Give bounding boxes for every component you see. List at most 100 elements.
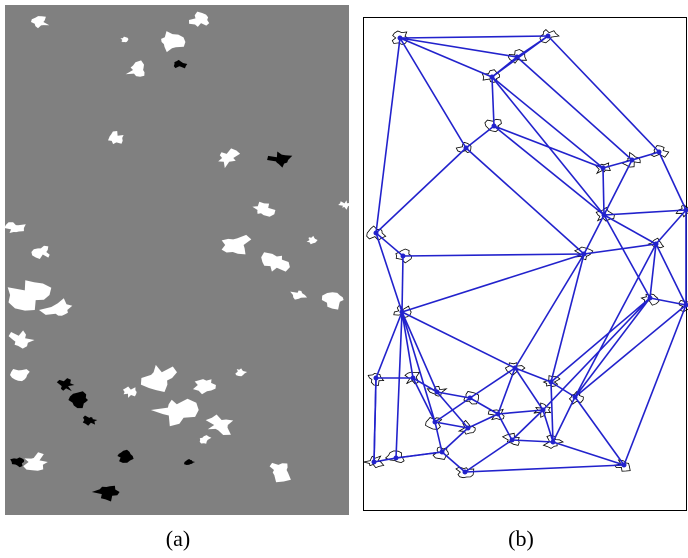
region-outline [484, 118, 502, 133]
graph-edge [623, 304, 687, 466]
graph-edge [658, 151, 687, 211]
graph-node [495, 411, 501, 417]
graph-edge [550, 253, 585, 383]
region-outline [455, 141, 472, 154]
graph-edge [547, 35, 660, 153]
graph-node [410, 375, 416, 381]
graph-node [462, 469, 468, 475]
graph-node [432, 419, 438, 425]
white-region [120, 36, 129, 43]
graph-edge [469, 397, 499, 415]
graph-edge [436, 391, 471, 399]
region-outline [395, 248, 413, 264]
graph-edge [401, 311, 414, 379]
graph-node [467, 395, 473, 401]
panel-a-image [5, 5, 349, 515]
black-region [184, 459, 196, 465]
region-outline [363, 455, 385, 469]
graph-node [653, 241, 659, 247]
black-region [10, 457, 25, 468]
graph-node [463, 145, 469, 151]
graph-edge [583, 214, 605, 255]
graph-node [373, 230, 379, 236]
graph-edge [375, 232, 403, 313]
region-outline [367, 372, 385, 386]
white-region [269, 462, 291, 483]
white-region [205, 414, 234, 435]
graph-edge [497, 367, 516, 415]
graph-edge [602, 159, 633, 169]
graph-edge [401, 311, 436, 423]
graph-edge [514, 367, 544, 411]
graph-layer [363, 29, 688, 479]
white-region [150, 398, 199, 427]
graph-edge [399, 35, 549, 39]
white-region [10, 369, 30, 382]
blob-layer [4, 11, 352, 502]
graph-edge [574, 243, 657, 398]
graph-edge [550, 381, 576, 398]
graph-node [393, 455, 399, 461]
graph-node [509, 437, 515, 443]
graph-node [572, 394, 578, 400]
graph-edge [491, 56, 518, 78]
panel-label: (b) [508, 526, 534, 551]
graph-node [656, 149, 662, 155]
region-outline [595, 206, 615, 222]
graph-edge [395, 451, 443, 459]
white-region [221, 234, 252, 255]
graph-edge [465, 147, 585, 255]
white-region [235, 368, 248, 377]
graph-edge [441, 427, 469, 453]
graph-edge [464, 464, 625, 473]
region-outline [542, 375, 561, 387]
graph-edge [434, 421, 443, 453]
graph-node [540, 407, 546, 413]
graph-edge [649, 243, 657, 299]
white-region [199, 435, 212, 444]
graph-edge [603, 209, 687, 216]
white-region [31, 245, 50, 259]
graph-edge [434, 397, 471, 423]
graph-edge [552, 441, 625, 466]
graph-edge [491, 76, 604, 169]
region-outline [621, 151, 641, 168]
graph-edge [516, 56, 633, 161]
graph-edge [375, 147, 467, 234]
region-outline [678, 299, 688, 313]
graph-edge [602, 167, 605, 216]
graph-node [465, 425, 471, 431]
graph-edge [514, 253, 585, 369]
graph-edge [583, 243, 657, 255]
graph-edge [465, 125, 495, 149]
panel-label: (a) [166, 526, 190, 551]
graph-node [514, 54, 520, 60]
white-region [189, 11, 210, 27]
graph-edge [497, 409, 544, 415]
graph-edge [514, 367, 552, 383]
graph-edge [412, 377, 438, 393]
graph-edge [399, 37, 493, 78]
white-region [123, 386, 137, 398]
white-region [321, 292, 344, 310]
graph-edge [550, 297, 651, 383]
black-region [91, 485, 120, 502]
graph-edge [497, 413, 513, 441]
white-region [7, 280, 52, 311]
region-outline [393, 304, 412, 319]
graph-node [491, 123, 497, 129]
graph-edge [552, 396, 576, 443]
black-region [56, 378, 75, 392]
graph-edge [631, 151, 660, 161]
graph-edge [401, 255, 404, 313]
graph-edge [574, 396, 625, 466]
region-outline [640, 293, 660, 306]
white-region [261, 252, 290, 272]
graph-node [512, 365, 518, 371]
graph-edge [412, 377, 436, 423]
white-region [8, 330, 35, 349]
graph-node [550, 439, 556, 445]
region-outline [425, 417, 443, 430]
graph-node [399, 309, 405, 315]
